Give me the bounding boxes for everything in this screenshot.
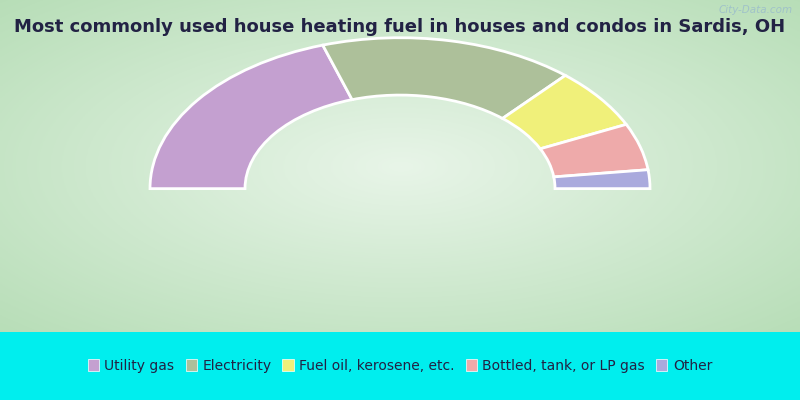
- Text: Most commonly used house heating fuel in houses and condos in Sardis, OH: Most commonly used house heating fuel in…: [14, 18, 786, 36]
- Text: City-Data.com: City-Data.com: [718, 4, 793, 14]
- Wedge shape: [150, 45, 352, 189]
- Wedge shape: [502, 76, 626, 149]
- Legend: Utility gas, Electricity, Fuel oil, kerosene, etc., Bottled, tank, or LP gas, Ot: Utility gas, Electricity, Fuel oil, kero…: [82, 354, 718, 378]
- Wedge shape: [322, 38, 566, 118]
- Wedge shape: [540, 124, 648, 177]
- Wedge shape: [554, 170, 650, 189]
